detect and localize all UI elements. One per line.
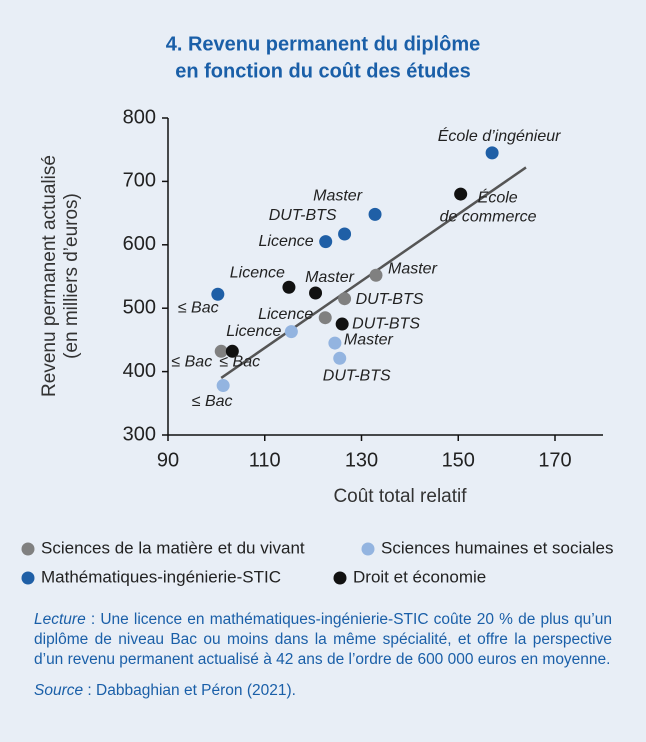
point-label: Master [313,188,363,205]
legend-label: Mathématiques-ingénierie-STIC [41,567,281,586]
point-label: Licence [259,233,314,250]
point-label: ≤ Bac [178,299,219,316]
legend-swatch [21,542,35,556]
point [318,311,332,325]
x-tick-label: 130 [345,449,378,471]
point [368,207,382,221]
point [369,268,383,282]
legend-label: Sciences humaines et sociales [381,538,613,557]
point [225,344,239,358]
point [338,292,352,306]
legend-swatch [333,571,347,585]
point-label: Licence [230,264,285,281]
chart-title: en fonction du coût des études [175,60,471,82]
legend-swatch [21,571,35,585]
point-label: ≤ Bac [171,354,212,371]
point-label: Master [305,269,355,286]
y-tick-label: 500 [123,296,156,318]
point-label: DUT-BTS [269,207,337,224]
point [454,187,468,201]
point-label: DUT-BTS [352,315,420,332]
point [328,336,342,350]
point [211,287,225,301]
y-tick-label: 300 [123,423,156,445]
source-label: Source [34,682,84,699]
x-tick-label: 170 [538,449,571,471]
point-label: Licence [226,323,281,340]
lecture: Lecture : Une licence en mathématiques-i… [34,610,612,670]
point [284,325,298,339]
point-label: École d’ingénieur [438,126,561,145]
point-label: Master [344,331,394,348]
x-tick-label: 90 [157,449,179,471]
source-text: : Dabbaghian et Péron (2021). [83,682,296,699]
legend-label: Droit et économie [353,567,486,586]
x-tick-label: 110 [249,449,281,471]
notes: Lecture : Une licence en mathématiques-i… [34,610,612,712]
legend-swatch [361,542,375,556]
lecture-label: Lecture [34,611,86,628]
y-tick-label: 700 [123,170,156,192]
lecture-text: : Une licence en mathématiques-ingénieri… [34,611,612,668]
x-axis-title: Coût total relatif [333,486,467,507]
chart-title: 4. Revenu permanent du diplôme [166,33,481,55]
point-label: Licence [258,306,313,323]
x-tick-label: 150 [442,449,475,471]
y-axis-title: Revenu permanent actualisé [39,155,60,397]
point [333,351,347,365]
point [485,146,499,160]
point-label: École [478,187,518,206]
point [338,227,352,241]
y-tick-label: 400 [123,360,156,382]
point-label: Master [388,260,438,277]
legend-label: Sciences de la matière et du vivant [41,538,305,557]
point [335,317,349,331]
y-tick-label: 600 [123,233,156,255]
point-label: DUT-BTS [323,368,391,385]
point-label: de commerce [440,208,537,225]
point [309,286,323,300]
point-label: ≤ Bac [192,393,233,410]
point [214,344,228,358]
point-label: ≤ Bac [219,354,260,371]
point [282,280,296,294]
point-label: DUT-BTS [356,291,424,308]
source: Source : Dabbaghian et Péron (2021). [34,681,612,701]
point [216,379,230,393]
point [319,235,333,249]
y-axis-title: (en milliers d’euros) [61,193,82,359]
y-tick-label: 800 [123,106,156,128]
chart: 4. Revenu permanent du diplôme en foncti… [21,33,613,586]
